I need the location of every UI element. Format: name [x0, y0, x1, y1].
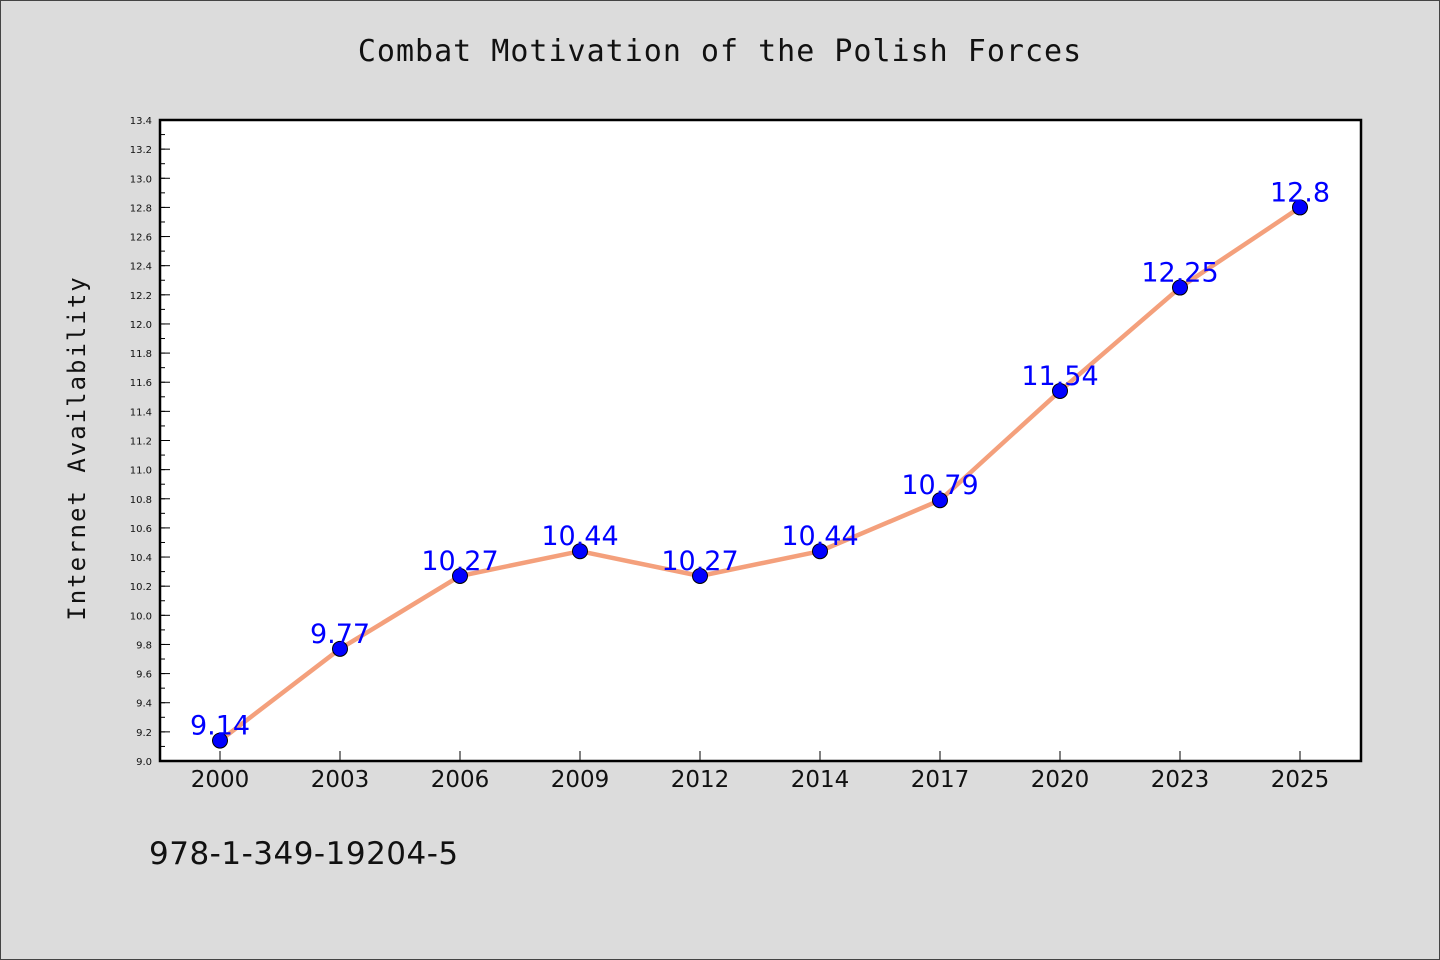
x-tick-label: 2020 [1031, 767, 1090, 793]
y-tick-label: 13.0 [130, 174, 152, 185]
data-point [572, 543, 588, 560]
y-tick-label: 13.2 [130, 145, 152, 156]
x-tick-label: 2023 [1151, 767, 1210, 793]
x-tick-label: 2003 [311, 767, 370, 793]
y-tick-label: 10.2 [130, 582, 152, 593]
data-point [332, 640, 348, 657]
data-label: 10.27 [661, 546, 738, 577]
data-label: 9.77 [310, 619, 370, 650]
y-tick-label: 11.6 [130, 378, 152, 389]
y-tick-label: 10.4 [130, 553, 152, 564]
data-point [212, 732, 228, 749]
chart-title: Combat Motivation of the Polish Forces [357, 34, 1083, 69]
series-group [212, 199, 1308, 749]
y-tick-label: 10.6 [130, 524, 152, 535]
y-tick-label: 12.8 [130, 203, 152, 214]
y-tick-label: 11.8 [130, 349, 152, 360]
data-label: 10.44 [781, 521, 858, 552]
data-label: 10.44 [541, 521, 618, 552]
series-line [217, 205, 1303, 743]
x-tick-label: 2009 [551, 767, 610, 793]
y-tick-label: 9.0 [136, 757, 152, 768]
y-tick-label: 11.4 [130, 407, 152, 418]
isbn-text: 978-1-349-19204-5 [149, 836, 459, 872]
x-tick-label: 2000 [191, 767, 250, 793]
data-point [1052, 382, 1068, 399]
data-point [1292, 199, 1308, 216]
x-tick-label: 2025 [1271, 767, 1330, 793]
x-tick-label: 2017 [911, 767, 970, 793]
y-tick-label: 12.0 [130, 320, 152, 331]
y-tick-label: 12.2 [130, 291, 152, 302]
y-tick-label: 9.8 [136, 640, 152, 651]
plot-area [160, 120, 1361, 761]
data-point [812, 543, 828, 560]
data-label: 10.79 [901, 470, 978, 501]
data-label: 12.25 [1141, 258, 1218, 289]
data-label: 9.14 [190, 711, 250, 742]
y-tick-label: 12.6 [130, 233, 152, 244]
y-tick-label: 9.2 [136, 728, 152, 739]
data-label: 10.27 [421, 546, 498, 577]
y-tick-label: 10.8 [130, 495, 152, 506]
data-point [1172, 279, 1188, 296]
x-tick-label: 2012 [671, 767, 730, 793]
y-tick-label: 12.4 [130, 262, 152, 273]
y-axis-ticks: 9.0 9.2 9.4 9.6 9.8 10.0 10.2 10.4 10.6 10.8 11.0 1… [130, 116, 170, 768]
data-point [452, 567, 468, 584]
plot-frame [158, 118, 1363, 763]
y-tick-label: 11.0 [130, 466, 152, 477]
data-point [692, 567, 708, 584]
y-tick-label: 9.6 [136, 670, 152, 681]
data-label: 12.8 [1270, 177, 1330, 208]
y-tick-label: 10.0 [130, 611, 152, 622]
x-axis-ticks: 2000 2003 2006 2009 2012 2014 2017 2020 2023 2025 [191, 751, 1330, 793]
data-point [932, 492, 948, 509]
y-tick-label: 9.4 [136, 699, 152, 710]
x-tick-label: 2006 [431, 767, 490, 793]
data-labels: 9.14 9.77 10.27 10.44 10.27 10.44 10.79 11.54 12… [190, 177, 1330, 741]
x-tick-label: 2014 [791, 767, 850, 793]
y-tick-label: 13.4 [130, 116, 152, 127]
y-tick-label: 11.2 [130, 437, 152, 448]
data-label: 11.54 [1021, 361, 1098, 392]
